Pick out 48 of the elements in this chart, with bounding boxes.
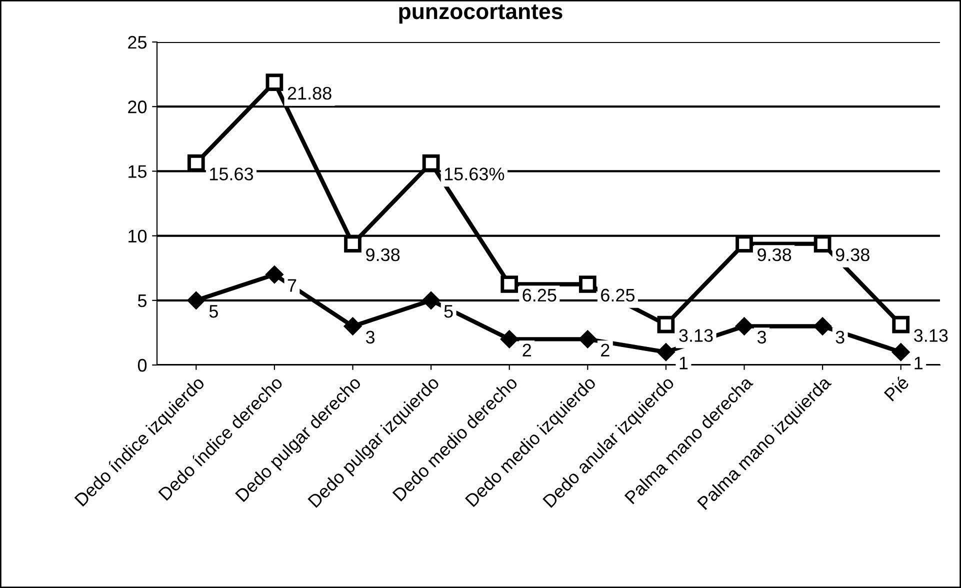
data-label: 5 bbox=[209, 305, 218, 318]
data-label: 15.63 bbox=[210, 168, 254, 180]
data-label: 15.63% bbox=[444, 168, 504, 180]
data-label: 9.38 bbox=[758, 248, 792, 262]
point bbox=[579, 330, 596, 348]
data-label: 5 bbox=[444, 305, 453, 318]
point bbox=[578, 276, 596, 293]
chart-title: punzocortantes bbox=[399, 4, 562, 24]
data-label: 2 bbox=[601, 344, 610, 356]
point bbox=[266, 74, 284, 91]
point bbox=[500, 330, 518, 348]
data-label: 3 bbox=[757, 330, 766, 344]
data-label: 1 bbox=[914, 356, 923, 370]
y-tick-label: 10 bbox=[128, 230, 147, 243]
point bbox=[736, 235, 753, 252]
data-label: 3 bbox=[366, 330, 374, 344]
data-label: 7 bbox=[288, 279, 296, 292]
y-tick-label: 20 bbox=[128, 100, 147, 114]
y-tick-label: 25 bbox=[128, 36, 147, 49]
data-label: 2 bbox=[522, 344, 531, 356]
y-tick-label: 5 bbox=[138, 294, 147, 308]
point bbox=[892, 316, 910, 334]
data-label: 3.13 bbox=[679, 329, 713, 342]
point bbox=[266, 266, 284, 284]
point bbox=[814, 235, 832, 252]
point bbox=[344, 318, 362, 335]
y-tick-label: 15 bbox=[128, 165, 147, 178]
point bbox=[736, 318, 753, 335]
data-label: 21.88 bbox=[288, 86, 332, 100]
data-label: 1 bbox=[680, 356, 688, 370]
point bbox=[814, 318, 832, 335]
point bbox=[657, 316, 675, 334]
data-label: 3 bbox=[836, 330, 844, 344]
data-label: 6.25 bbox=[601, 288, 635, 302]
x-tick-label: Pié bbox=[883, 375, 910, 402]
point bbox=[422, 154, 440, 172]
point bbox=[344, 235, 362, 252]
point bbox=[892, 343, 910, 361]
point bbox=[500, 276, 518, 293]
data-label: 6.25 bbox=[522, 288, 556, 302]
point bbox=[422, 292, 440, 310]
point bbox=[188, 292, 205, 310]
data-label: 9.38 bbox=[836, 248, 870, 262]
data-label: 3.13 bbox=[914, 329, 948, 342]
y-tick-label: 0 bbox=[138, 358, 147, 372]
data-label: 9.38 bbox=[366, 248, 400, 262]
point bbox=[187, 154, 205, 172]
point bbox=[657, 343, 675, 361]
